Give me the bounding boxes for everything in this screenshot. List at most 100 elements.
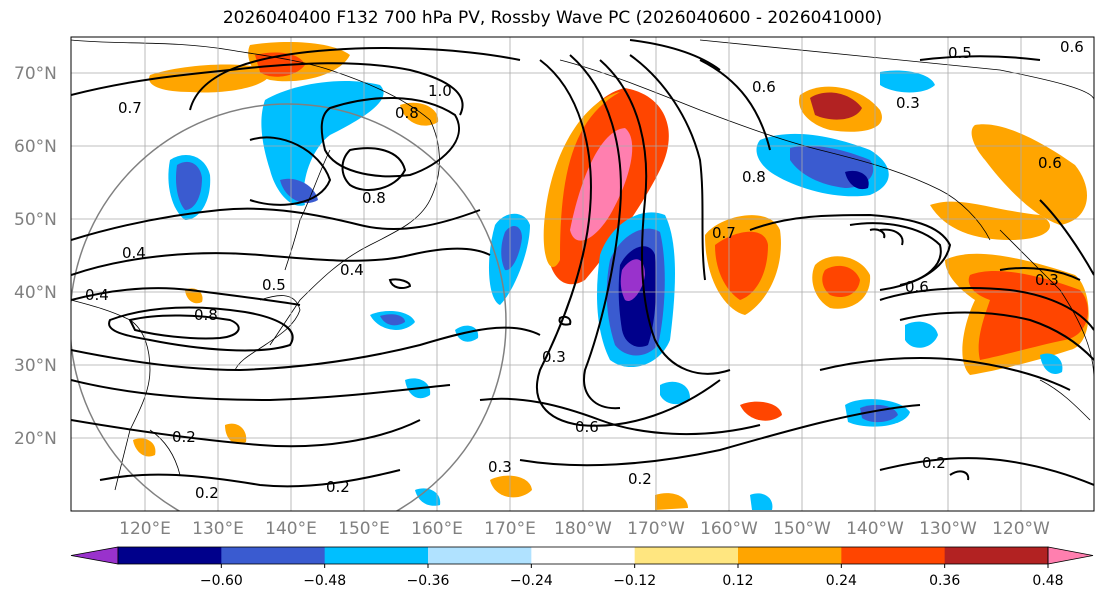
longitude-labels: 120°E 130°E 140°E 150°E 160°E 170°E 180°…: [119, 519, 1050, 539]
lon-label: 170°W: [627, 519, 685, 539]
contour-label: 0.6: [1038, 154, 1062, 172]
negative-anomaly: [880, 70, 935, 93]
lon-label: 120°W: [992, 519, 1050, 539]
colorbar-bin: [531, 547, 636, 564]
map-title: 2026040400 F132 700 hPa PV, Rossby Wave …: [222, 8, 883, 28]
negative-anomaly: [380, 314, 405, 326]
positive-anomaly: [149, 64, 271, 93]
lon-label: 120°E: [119, 519, 171, 539]
positive-anomaly: [133, 438, 156, 457]
lat-label: 40°N: [14, 283, 57, 303]
lon-label: 180°W: [554, 519, 612, 539]
positive-anomaly: [971, 124, 1087, 225]
latitude-labels: 70°N 60°N 50°N 40°N 30°N 20°N: [14, 64, 57, 449]
positive-anomaly: [225, 423, 247, 445]
colorbar-extend-high: [1047, 546, 1094, 565]
lat-label: 30°N: [14, 356, 57, 376]
contour-label: 0.7: [118, 99, 142, 117]
contour-label: 0.2: [195, 484, 219, 502]
contour-label: 0.6: [1060, 38, 1084, 56]
contour-label: 0.3: [1035, 271, 1059, 289]
colorbar-bin: [428, 547, 532, 564]
positive-anomaly: [740, 401, 782, 421]
contour-label: 0.8: [362, 189, 386, 207]
colorbar: −0.60 −0.48 −0.36 −0.24 −0.12 0.12 0.24 0.36 0.4…: [70, 546, 1094, 589]
negative-anomaly: [280, 178, 318, 204]
colorbar-bin: [221, 547, 326, 564]
contour-label: 0.5: [262, 276, 286, 294]
contour-label: 0.8: [395, 104, 419, 122]
contour-label: 0.3: [488, 458, 512, 476]
contour-label: 0.2: [922, 454, 946, 472]
positive-anomaly: [810, 92, 862, 120]
contour-label: 0.6: [752, 78, 776, 96]
contour-label: 0.6: [905, 278, 929, 296]
lon-label: 130°E: [192, 519, 244, 539]
negative-anomaly: [415, 488, 441, 506]
contour-label: 0.2: [326, 478, 350, 496]
lon-label: 140°W: [846, 519, 904, 539]
lon-label: 140°E: [265, 519, 317, 539]
lat-label: 70°N: [14, 64, 57, 84]
lon-label: 160°E: [411, 519, 463, 539]
lat-label: 50°N: [14, 210, 57, 230]
lon-label: 130°W: [919, 519, 977, 539]
colorbar-bin: [841, 547, 946, 564]
coastlines: [71, 39, 1094, 491]
anomaly-shading: [133, 42, 1089, 510]
lon-label: 150°W: [773, 519, 831, 539]
colorbar-bin: [738, 547, 842, 564]
contour-label: 1.0: [428, 82, 452, 100]
colorbar-tick-label: −0.24: [510, 573, 553, 589]
negative-anomaly: [175, 161, 202, 210]
positive-anomaly: [490, 475, 532, 498]
lon-label: 170°E: [484, 519, 536, 539]
contour-label: 0.5: [948, 44, 972, 62]
negative-anomaly: [845, 170, 869, 190]
contour-label: 0.8: [194, 306, 218, 324]
contour-label: 0.3: [896, 94, 920, 112]
positive-anomaly: [822, 265, 860, 298]
reference-circle: [71, 103, 507, 511]
colorbar-bin: [324, 547, 429, 564]
colorbar-tick-label: 0.12: [722, 573, 753, 589]
lon-label: 150°E: [338, 519, 390, 539]
contour-label: 0.4: [122, 244, 146, 262]
pv-contours: [71, 39, 1094, 488]
positive-anomaly-pink: [570, 128, 633, 241]
negative-anomaly: [750, 493, 773, 510]
contour-label: 0.3: [542, 348, 566, 366]
colorbar-tick-label: 0.36: [929, 573, 960, 589]
colorbar-bin: [118, 547, 222, 564]
colorbar-tick-label: −0.36: [407, 573, 450, 589]
lat-label: 20°N: [14, 429, 57, 449]
colorbar-tick-label: −0.12: [613, 573, 656, 589]
colorbar-tick-label: 0.24: [826, 573, 857, 589]
colorbar-extend-low: [70, 546, 119, 565]
negative-anomaly: [905, 321, 938, 348]
contour-label: 0.8: [742, 168, 766, 186]
colorbar-tick-label: 0.48: [1032, 573, 1063, 589]
lon-label: 160°W: [700, 519, 758, 539]
positive-anomaly: [400, 102, 439, 126]
contour-labels: 0.7 1.0 0.8 0.8 0.4 0.4 0.5 0.8 0.4 0.3 …: [85, 38, 1084, 502]
contour-label: 0.6: [575, 418, 599, 436]
contour-label: 0.2: [628, 470, 652, 488]
colorbar-tick-label: −0.48: [303, 573, 346, 589]
map-plot-area: 0.7 1.0 0.8 0.8 0.4 0.4 0.5 0.8 0.4 0.3 …: [71, 37, 1094, 511]
colorbar-frame: [117, 546, 1049, 565]
colorbar-tick-label: −0.60: [200, 573, 243, 589]
contour-label: 0.7: [712, 224, 736, 242]
contour-label: 0.4: [85, 286, 109, 304]
positive-anomaly: [655, 493, 688, 510]
negative-anomaly: [1040, 353, 1063, 375]
positive-anomaly: [930, 201, 1050, 240]
negative-anomaly: [501, 226, 522, 271]
negative-anomaly: [620, 259, 645, 301]
negative-anomaly: [660, 381, 690, 405]
negative-anomaly: [261, 80, 384, 206]
negative-anomaly: [455, 325, 479, 342]
positive-anomaly: [715, 231, 768, 300]
contour-label: 0.2: [172, 428, 196, 446]
